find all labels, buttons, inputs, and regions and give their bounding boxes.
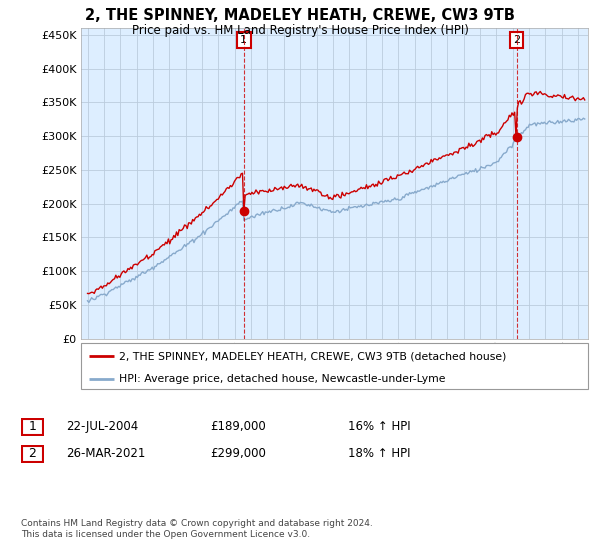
Text: 2, THE SPINNEY, MADELEY HEATH, CREWE, CW3 9TB (detached house): 2, THE SPINNEY, MADELEY HEATH, CREWE, CW… — [119, 351, 506, 361]
Text: Contains HM Land Registry data © Crown copyright and database right 2024.
This d: Contains HM Land Registry data © Crown c… — [21, 519, 373, 539]
Text: 18% ↑ HPI: 18% ↑ HPI — [348, 447, 410, 460]
Text: HPI: Average price, detached house, Newcastle-under-Lyme: HPI: Average price, detached house, Newc… — [119, 374, 446, 384]
Text: 2: 2 — [513, 35, 520, 45]
Text: £189,000: £189,000 — [210, 420, 266, 433]
Text: 1: 1 — [28, 420, 37, 433]
FancyBboxPatch shape — [22, 419, 43, 435]
Text: 22-JUL-2004: 22-JUL-2004 — [66, 420, 138, 433]
Text: 2: 2 — [28, 447, 37, 460]
Text: 2, THE SPINNEY, MADELEY HEATH, CREWE, CW3 9TB: 2, THE SPINNEY, MADELEY HEATH, CREWE, CW… — [85, 8, 515, 24]
Text: 1: 1 — [240, 35, 247, 45]
Text: £299,000: £299,000 — [210, 447, 266, 460]
Text: 16% ↑ HPI: 16% ↑ HPI — [348, 420, 410, 433]
FancyBboxPatch shape — [22, 446, 43, 461]
Text: 26-MAR-2021: 26-MAR-2021 — [66, 447, 145, 460]
Text: Price paid vs. HM Land Registry's House Price Index (HPI): Price paid vs. HM Land Registry's House … — [131, 24, 469, 36]
FancyBboxPatch shape — [81, 343, 588, 389]
